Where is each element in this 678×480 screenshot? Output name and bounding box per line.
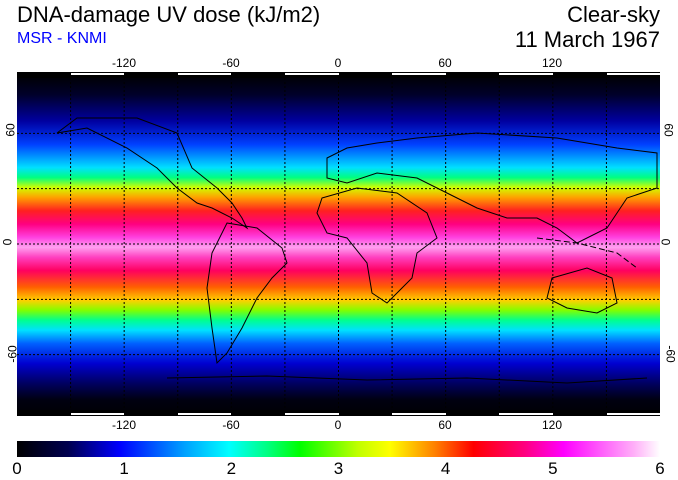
frame-scale-segment bbox=[499, 413, 553, 415]
map-date: 11 March 1967 bbox=[514, 27, 660, 52]
colorbar-tick-label: 0 bbox=[12, 459, 22, 478]
frame-scale-segment bbox=[392, 73, 446, 75]
colorbar-tick-label: 1 bbox=[119, 459, 129, 478]
coastlines bbox=[56, 117, 658, 384]
lon-tick-label-bottom: 0 bbox=[334, 418, 342, 432]
sky-condition: Clear-sky bbox=[567, 2, 660, 27]
frame-scale-segment bbox=[499, 73, 553, 75]
lon-tick-label-top: 60 bbox=[438, 56, 452, 70]
map-title: DNA-damage UV dose (kJ/m2) bbox=[17, 2, 321, 27]
map-frame bbox=[17, 72, 661, 416]
map-overlay bbox=[17, 78, 660, 410]
colorbar-tick-label: 5 bbox=[548, 459, 558, 478]
frame-scale-segment bbox=[606, 413, 661, 415]
graticule bbox=[17, 78, 660, 410]
lat-tick-label-left: 60 bbox=[3, 123, 18, 137]
lat-tick-label-left: 0 bbox=[0, 238, 15, 246]
lon-tick-label-bottom: 120 bbox=[541, 418, 563, 432]
lon-tick-label-top: 0 bbox=[334, 56, 342, 70]
lon-tick-label-bottom: 60 bbox=[438, 418, 452, 432]
lon-tick-label-bottom: -60 bbox=[222, 418, 240, 432]
frame-scale-segment bbox=[70, 413, 125, 415]
colorbar-tick-label: 2 bbox=[226, 459, 237, 478]
lon-tick-label-top: -120 bbox=[111, 56, 137, 70]
lat-tick-label-left: -60 bbox=[5, 345, 20, 363]
frame-scale-segment bbox=[70, 73, 125, 75]
colorbar-tick-label: 6 bbox=[655, 459, 665, 478]
frame-scale-segment bbox=[606, 73, 661, 75]
lon-tick-label-top: -60 bbox=[222, 56, 240, 70]
lat-tick-label-right: -60 bbox=[663, 345, 678, 363]
uv-dose-map bbox=[17, 78, 660, 410]
lat-tick-label-right: 60 bbox=[661, 123, 676, 137]
lat-tick-label-right: 0 bbox=[658, 238, 673, 246]
source-label: MSR - KNMI bbox=[17, 30, 107, 47]
colorbar bbox=[17, 441, 660, 457]
frame-scale-segment bbox=[177, 73, 232, 75]
frame-scale-segment bbox=[285, 413, 339, 415]
lon-tick-label-top: 120 bbox=[541, 56, 563, 70]
frame-scale-segment bbox=[392, 413, 446, 415]
frame-scale-segment bbox=[285, 73, 339, 75]
colorbar-tick-label: 3 bbox=[333, 459, 344, 478]
lon-tick-label-bottom: -120 bbox=[111, 418, 137, 432]
frame-scale-segment bbox=[177, 413, 232, 415]
colorbar-tick-label: 4 bbox=[440, 459, 451, 478]
